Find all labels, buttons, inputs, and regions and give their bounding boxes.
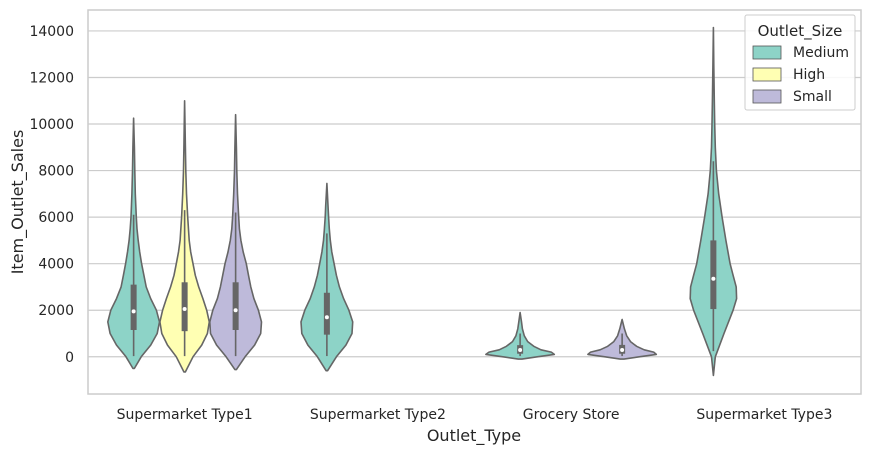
x-tick-label: Supermarket Type3: [696, 407, 832, 423]
legend-swatch: [752, 89, 782, 104]
y-tick-labels: 0 2000 4000 6000 8000 10000 12000 14000: [29, 24, 74, 366]
violin-iqr-box: [232, 282, 239, 330]
x-axis-label: Outlet_Type: [427, 426, 521, 446]
legend-swatch: [752, 45, 782, 60]
legend-swatch: [752, 67, 782, 82]
y-tick-label: 10000: [29, 117, 74, 133]
series-small: [209, 113, 658, 371]
legend-box: [744, 14, 856, 111]
series-medium: [107, 26, 738, 377]
y-tick-label: 12000: [29, 70, 74, 86]
violins: [107, 26, 738, 377]
violin-median: [711, 276, 716, 281]
x-tick-label: Supermarket Type2: [310, 407, 446, 423]
violin-median: [182, 307, 187, 312]
legend-label: Small: [793, 89, 832, 105]
y-tick-label: 6000: [38, 210, 74, 226]
violin-median: [620, 348, 625, 353]
plot-frame: [87, 9, 862, 395]
series-high: [159, 100, 211, 373]
x-tick-labels: Supermarket Type1 Supermarket Type2 Grocer…: [117, 407, 833, 423]
legend-label: High: [793, 67, 825, 83]
y-tick-label: 4000: [38, 257, 74, 273]
x-tick-label: Supermarket Type1: [117, 407, 253, 423]
violin-median: [518, 348, 523, 353]
y-tick-label: 14000: [29, 24, 74, 40]
violin-median: [233, 308, 238, 313]
violin-iqr-box: [710, 240, 717, 310]
violin-iqr-box: [181, 282, 188, 332]
y-tick-label: 8000: [38, 164, 74, 180]
violin-median: [131, 309, 136, 314]
y-tick-label: 2000: [38, 303, 74, 319]
violin-median: [324, 315, 329, 320]
legend-label: Medium: [793, 45, 849, 61]
violin-iqr-box: [130, 284, 137, 330]
legend-title: Outlet_Size: [758, 22, 843, 41]
y-tick-label: 0: [65, 350, 74, 366]
violin-iqr-box: [323, 292, 330, 335]
x-tick-label: Grocery Store: [523, 407, 620, 423]
y-axis-label: Item_Outlet_Sales: [8, 130, 28, 275]
legend: Outlet_Size Medium High Small: [744, 14, 856, 111]
